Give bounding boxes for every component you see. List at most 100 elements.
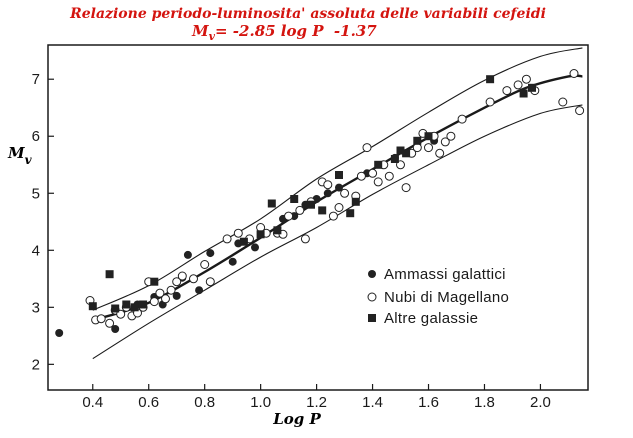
point-nubi-di-magellano (189, 274, 198, 284)
point-ammassi-galattici (335, 183, 343, 192)
ticks-group: 0.4 0.6 0.8 1.0 1.2 1.4 1.6 1.8 2.0 2 3 4 5 6 7 (32, 71, 551, 411)
point-altre-galassie (239, 237, 248, 246)
x-tick-label: 1.8 (474, 394, 495, 411)
x-tick-label: 2.0 (530, 394, 551, 411)
point-nubi-di-magellano (440, 137, 450, 147)
point-nubi-di-magellano (300, 234, 310, 244)
point-altre-galassie (424, 132, 433, 141)
point-altre-galassie (273, 226, 282, 235)
point-nubi-di-magellano (368, 168, 378, 178)
curve-lower-envelope (92, 104, 583, 360)
y-axis-label-main: M (7, 144, 25, 162)
point-altre-galassie (122, 300, 131, 309)
y-tick-label: 4 (32, 242, 40, 259)
point-ammassi-galattici (228, 257, 237, 266)
point-ammassi-galattici (55, 329, 64, 337)
x-tick-label: 1.2 (306, 394, 327, 411)
point-nubi-di-magellano (362, 143, 372, 153)
point-nubi-di-magellano (502, 86, 512, 96)
point-altre-galassie (105, 270, 114, 279)
y-tick-label: 2 (32, 356, 40, 373)
point-nubi-di-magellano (334, 203, 344, 212)
y-tick-label: 6 (32, 128, 40, 145)
point-nubi-di-magellano (435, 148, 445, 158)
point-altre-galassie (111, 304, 120, 313)
legend-marker-ammassi (368, 270, 376, 278)
y-tick-label: 7 (32, 71, 40, 88)
point-nubi-di-magellano (384, 171, 394, 181)
legend-label-ammassi: Ammassi galattici (384, 266, 506, 283)
point-altre-galassie (318, 206, 327, 215)
point-altre-galassie (346, 209, 355, 218)
point-nubi-di-magellano (323, 180, 333, 190)
points-group (55, 69, 585, 337)
point-nubi-di-magellano (356, 171, 366, 181)
subtitle-m: M (191, 22, 209, 40)
point-altre-galassie (374, 160, 383, 169)
point-ammassi-galattici (111, 325, 120, 333)
y-tick-label: 5 (32, 185, 40, 202)
curve-upper-envelope (92, 47, 583, 311)
chart-subtitle: Mv= -2.85 log P -1.37 (191, 22, 377, 43)
point-nubi-di-magellano (105, 318, 115, 328)
point-nubi-di-magellano (172, 277, 182, 287)
point-altre-galassie (396, 146, 405, 155)
legend-marker-altre (368, 314, 376, 322)
point-nubi-di-magellano (575, 106, 585, 116)
point-nubi-di-magellano (373, 177, 383, 187)
x-axis-label: Log P (272, 410, 321, 428)
legend-marker-nubi (367, 292, 377, 302)
point-nubi-di-magellano (200, 260, 210, 269)
point-ammassi-galattici (195, 286, 204, 295)
point-altre-galassie (519, 89, 528, 98)
point-altre-galassie (351, 197, 360, 206)
legend-label-nubi: Nubi di Magellano (384, 289, 509, 306)
point-nubi-di-magellano (521, 74, 531, 84)
subtitle-sub: v (209, 30, 216, 43)
point-altre-galassie (139, 300, 148, 309)
point-nubi-di-magellano (401, 183, 411, 193)
point-nubi-di-magellano (446, 131, 456, 141)
point-altre-galassie (150, 277, 159, 286)
point-nubi-di-magellano (96, 314, 106, 324)
point-nubi-di-magellano (161, 294, 170, 304)
point-nubi-di-magellano (233, 228, 243, 238)
point-nubi-di-magellano (166, 285, 176, 295)
plot-frame (47, 44, 589, 391)
point-nubi-di-magellano (569, 69, 579, 78)
x-tick-label: 1.0 (250, 394, 271, 411)
point-ammassi-galattici (251, 243, 259, 252)
point-altre-galassie (402, 149, 411, 158)
point-nubi-di-magellano (513, 80, 523, 90)
point-nubi-di-magellano (558, 97, 568, 107)
point-altre-galassie (256, 230, 265, 239)
point-nubi-di-magellano (340, 188, 350, 198)
y-tick-label: 3 (32, 299, 40, 316)
legend-label-altre: Altre galassie (384, 310, 478, 327)
chart-title: Relazione periodo-luminosita' assoluta d… (69, 6, 546, 22)
x-tick-label: 1.4 (362, 394, 383, 411)
curve-mean-relation (98, 74, 583, 320)
point-nubi-di-magellano (222, 234, 232, 244)
subtitle-rhs: = -2.85 log P -1.37 (215, 22, 377, 40)
point-altre-galassie (390, 155, 399, 163)
point-altre-galassie (486, 75, 495, 84)
point-nubi-di-magellano (485, 97, 495, 107)
legend: Ammassi galattici Nubi di Magellano Altr… (367, 266, 509, 327)
point-ammassi-galattici (172, 291, 181, 300)
y-axis-label: Mv (7, 144, 33, 167)
point-nubi-di-magellano (457, 114, 467, 124)
point-ammassi-galattici (323, 189, 332, 198)
point-ammassi-galattici (183, 250, 192, 259)
point-altre-galassie (130, 303, 139, 312)
x-tick-label: 0.6 (138, 394, 159, 411)
point-ammassi-galattici (206, 249, 215, 258)
x-tick-label: 0.4 (82, 394, 103, 411)
point-nubi-di-magellano (295, 205, 305, 215)
point-altre-galassie (528, 83, 536, 92)
point-nubi-di-magellano (205, 277, 215, 287)
y-axis-label-sub: v (25, 153, 33, 167)
point-altre-galassie (413, 136, 422, 145)
point-nubi-di-magellano (149, 297, 159, 307)
